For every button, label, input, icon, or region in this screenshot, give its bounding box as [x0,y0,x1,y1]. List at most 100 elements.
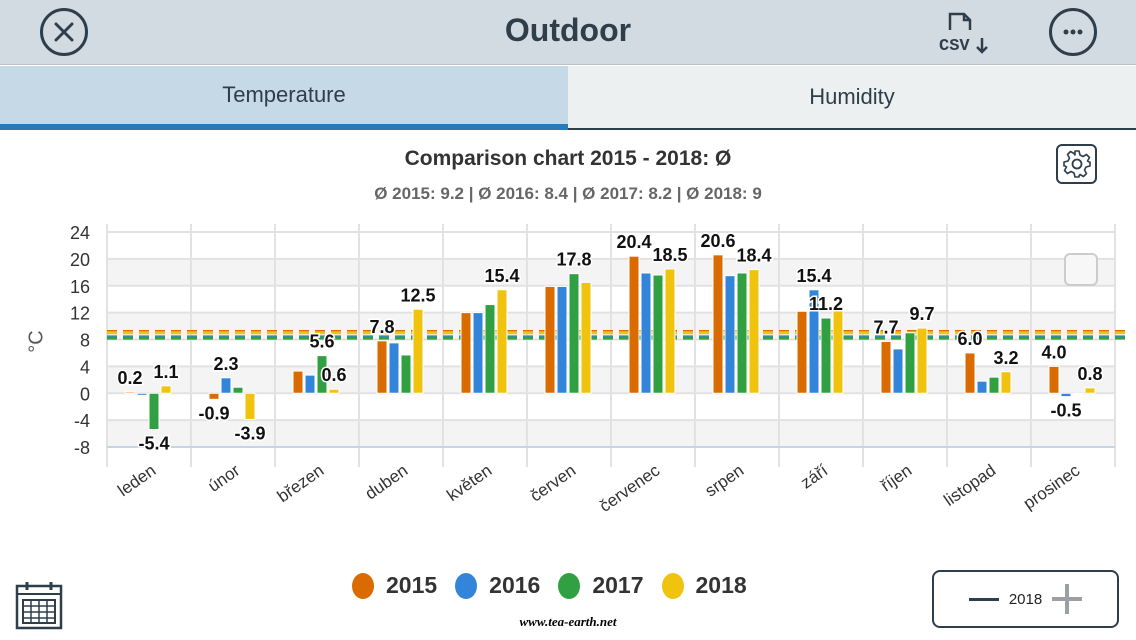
bar-2018-duben [412,308,424,394]
data-label: 12.5 [400,285,435,305]
x-tick-label: září [797,461,831,493]
increment-year-button[interactable] [1052,584,1083,614]
tab-humidity[interactable]: Humidity [568,66,1136,130]
bar-2017-květen [484,304,496,394]
bar-2016-březen [304,374,316,394]
y-tick-label: -8 [74,438,90,458]
watermark: www.tea-earth.net [519,614,617,629]
bar-2016-únor [220,377,232,394]
csv-download-icon: CSV [939,12,988,56]
data-label: -3.9 [234,423,265,443]
bar-2016-červen [556,285,568,394]
data-label: 0.6 [321,365,346,385]
data-label: 0.2 [117,368,142,388]
bar-2018-říjen [916,327,928,394]
data-label: 7.7 [873,318,898,338]
x-tick-label: srpen [702,461,748,501]
average-toggle-checkbox[interactable] [1064,253,1098,286]
year-value: 2018 [1008,590,1043,608]
legend-dot-icon [558,572,581,599]
y-tick-label: -4 [74,411,90,431]
header-bar: Outdoor CSV [0,0,1136,65]
tab-temperature[interactable]: Temperature [0,66,568,130]
bar-2015-září [796,310,808,394]
x-tick-label: únor [205,461,244,496]
gear-icon [1062,150,1091,178]
bar-2018-únor [244,392,256,420]
legend-item-2018[interactable]: 2018 [661,572,747,599]
page-title: Outdoor [504,12,632,48]
bar-2015-květen [460,312,472,394]
settings-button[interactable] [1056,144,1097,184]
more-icon [1063,29,1083,35]
bar-chart: 24 20 16 12 8 4 0 -4 -8 leden únor březen duben květe… [70,223,1130,516]
bar-2015-březen [292,370,304,394]
y-tick-label: 20 [70,250,90,270]
bar-2016-prosinec [1060,392,1072,398]
legend-label: 2016 [489,572,541,598]
bar-2017-září [820,317,832,394]
data-label: -5.4 [138,434,169,454]
bar-2018-prosinec [1084,387,1096,394]
legend: 2015 2016 2017 2018 [352,572,747,599]
legend-label: 2017 [592,572,644,598]
data-label: 20.6 [700,231,735,251]
year-stepper[interactable]: 2018 [932,570,1119,628]
data-label: 0.8 [1077,364,1102,384]
bar-2018-listopad [1000,371,1012,394]
bar-2016-květen [472,312,484,394]
csv-export-button[interactable]: CSV [936,10,992,56]
x-tick-label: leden [114,461,159,500]
y-tick-label: 12 [70,304,90,324]
decrement-year-button[interactable] [968,597,999,601]
bar-2015-únor [208,392,220,400]
data-label: 3.2 [993,348,1018,368]
more-button[interactable] [1049,8,1097,56]
data-label: 17.8 [556,250,591,270]
data-label: -0.5 [1050,401,1081,421]
bar-2017-únor [232,386,244,394]
y-tick-label: 4 [80,357,90,377]
legend-item-2016[interactable]: 2016 [455,572,540,599]
legend-dot-icon [455,572,478,599]
data-label: -0.9 [198,403,229,423]
bar-2016-listopad [976,380,988,394]
bar-2015-červen [544,285,556,394]
bar-2018-červenec [664,268,676,394]
bar-2016-duben [388,342,400,394]
data-label: 11.2 [809,294,843,314]
data-label: 7.8 [369,317,394,337]
bar-2015-leden [124,391,136,394]
calendar-button[interactable] [14,580,64,630]
chart-title: Comparison chart 2015 - 2018: Ø [404,147,732,170]
legend-dot-icon [352,572,374,599]
data-label: 4.0 [1041,342,1066,362]
bar-2016-leden [136,392,148,396]
bar-2016-srpen [724,275,736,394]
bar-2015-listopad [964,352,976,394]
bar-2017-duben [400,354,412,394]
legend-item-2017[interactable]: 2017 [558,572,644,599]
close-button[interactable] [40,8,88,56]
bar-2017-březen [316,355,328,394]
x-tick-label: červen [527,461,580,506]
x-tick-label: březen [274,461,327,506]
bar-2015-prosinec [1048,365,1060,394]
x-tick-label: listopad [940,461,999,510]
x-tick-label: prosinec [1020,460,1084,513]
calendar-icon [15,582,63,630]
y-tick-label: 8 [80,331,90,351]
y-tick-label: 0 [80,384,90,404]
bar-2017-říjen [904,332,916,394]
csv-label: CSV [939,37,970,55]
data-label: 9.7 [909,304,934,324]
x-tick-label: duben [362,461,412,504]
bar-2018-červen [580,281,592,394]
x-tick-label: květen [443,461,495,505]
bar-2018-srpen [748,269,760,394]
data-label: 6.0 [957,329,982,349]
legend-item-2015[interactable]: 2015 [352,572,437,599]
data-label: 20.4 [616,232,651,252]
x-tick-label: červenec [596,460,664,515]
bar-2017-srpen [736,272,748,394]
